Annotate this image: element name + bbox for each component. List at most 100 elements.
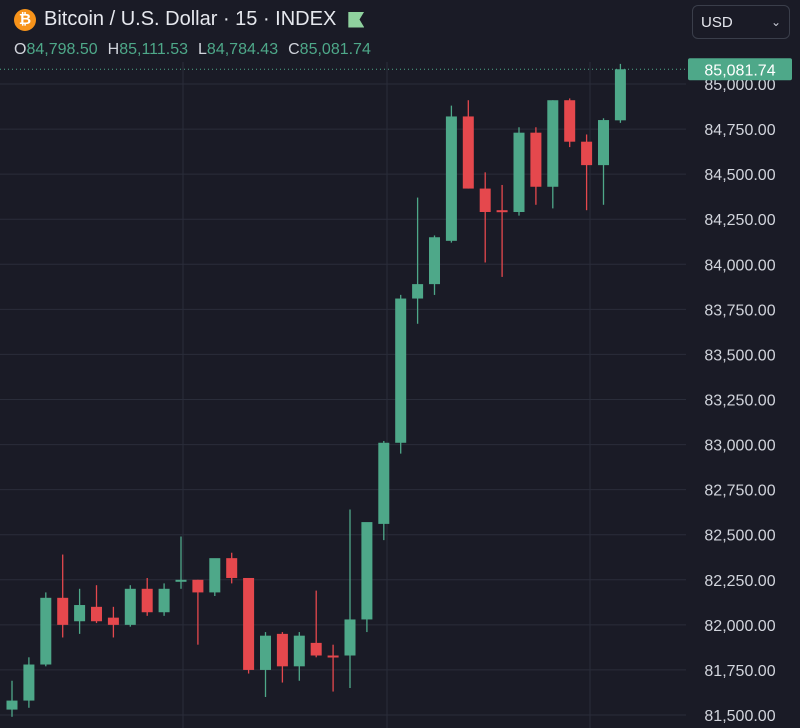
candle bbox=[107, 606, 119, 638]
candle-body bbox=[141, 588, 153, 613]
candle-body bbox=[74, 605, 86, 622]
candle bbox=[57, 554, 69, 638]
candle-body bbox=[547, 100, 559, 187]
y-tick-label: 82,000.00 bbox=[704, 618, 775, 635]
currency-select[interactable]: USD ⌄ bbox=[692, 5, 790, 39]
candle-body bbox=[378, 442, 390, 524]
candle-body bbox=[513, 132, 525, 213]
candle bbox=[429, 235, 440, 295]
flag-icon[interactable] bbox=[348, 11, 365, 28]
candle bbox=[23, 657, 35, 708]
last-price-tag: 85,081.74 bbox=[688, 58, 792, 81]
symbol-header[interactable]: ₿ Bitcoin / U.S. Dollar · 15 · INDEX bbox=[14, 8, 365, 31]
symbol-title: Bitcoin / U.S. Dollar · 15 · INDEX bbox=[44, 8, 337, 30]
candle bbox=[175, 536, 187, 589]
y-tick-label: 82,500.00 bbox=[704, 528, 775, 545]
candle-body bbox=[479, 188, 491, 213]
candle-body bbox=[445, 116, 457, 241]
y-tick-label: 82,750.00 bbox=[704, 483, 775, 500]
candle-body bbox=[23, 664, 35, 701]
candle-body bbox=[327, 655, 339, 658]
low-readout: L84,784.43 bbox=[198, 41, 279, 58]
candle bbox=[243, 577, 255, 674]
candle-body bbox=[260, 635, 271, 670]
candle-body bbox=[175, 579, 187, 582]
candle-body bbox=[276, 633, 288, 667]
candle-body bbox=[6, 700, 18, 710]
candle-body bbox=[40, 597, 52, 665]
candle-body bbox=[310, 642, 322, 656]
last-price-label: 85,081.74 bbox=[704, 62, 775, 79]
y-tick-label: 81,750.00 bbox=[704, 663, 775, 680]
y-tick-label: 85,000.00 bbox=[704, 77, 775, 94]
candle-body bbox=[124, 588, 136, 625]
candle bbox=[74, 588, 86, 634]
high-readout: H85,111.53 bbox=[107, 41, 189, 58]
candle bbox=[124, 585, 136, 627]
candle-body bbox=[293, 635, 305, 667]
candle bbox=[91, 585, 102, 624]
currency-value: USD bbox=[701, 13, 733, 31]
candle bbox=[445, 105, 457, 243]
y-tick-label: 82,250.00 bbox=[704, 573, 775, 590]
candle-body bbox=[564, 100, 576, 142]
candle-body bbox=[91, 606, 102, 622]
candle-body bbox=[462, 116, 474, 189]
candle-body bbox=[344, 619, 356, 656]
candle bbox=[496, 184, 508, 277]
y-tick-label: 83,000.00 bbox=[704, 438, 775, 455]
y-tick-label: 83,750.00 bbox=[704, 302, 775, 319]
high-value: 85,111.53 bbox=[119, 41, 189, 58]
candle bbox=[361, 522, 373, 633]
y-tick-label: 83,500.00 bbox=[704, 347, 775, 364]
candle-body bbox=[496, 210, 508, 213]
candle bbox=[344, 509, 356, 688]
chevron-down-icon: ⌄ bbox=[770, 15, 781, 29]
candle-body bbox=[57, 597, 69, 625]
candle bbox=[530, 127, 542, 205]
candle-body bbox=[361, 522, 373, 620]
bitcoin-icon: ₿ bbox=[14, 8, 36, 31]
y-tick-label: 84,750.00 bbox=[704, 122, 775, 139]
candle bbox=[564, 98, 576, 148]
candle bbox=[310, 590, 322, 658]
y-tick-label: 83,250.00 bbox=[704, 393, 775, 410]
candle bbox=[479, 172, 491, 263]
candle bbox=[378, 440, 390, 541]
candle bbox=[276, 632, 288, 683]
candle bbox=[6, 680, 18, 717]
low-value: 84,784.43 bbox=[206, 41, 279, 58]
price-axis[interactable]: 81,500.00 81,750.00 82,000.00 82,250.00 82,5… bbox=[704, 77, 775, 725]
candle-body bbox=[209, 558, 221, 593]
candle-body bbox=[226, 558, 238, 578]
y-tick-label: 84,500.00 bbox=[704, 167, 775, 184]
candle-body bbox=[614, 69, 626, 121]
candle-body bbox=[192, 579, 204, 593]
candle bbox=[192, 579, 204, 645]
candle-body bbox=[395, 298, 407, 443]
candle-body bbox=[581, 141, 593, 166]
candle bbox=[141, 577, 153, 616]
y-tick-label: 84,250.00 bbox=[704, 212, 775, 229]
close-readout: C85,081.74 bbox=[288, 41, 371, 58]
candle-body bbox=[598, 120, 609, 166]
y-tick-label: 84,000.00 bbox=[704, 257, 775, 274]
candle bbox=[462, 100, 474, 189]
candle-body bbox=[243, 577, 255, 670]
candle bbox=[598, 118, 609, 205]
candle bbox=[40, 592, 52, 667]
candle-body bbox=[530, 132, 542, 187]
candle bbox=[547, 100, 559, 209]
candle bbox=[293, 632, 305, 681]
candle bbox=[513, 127, 525, 216]
candle-body bbox=[107, 617, 119, 625]
y-tick-label: 81,500.00 bbox=[704, 708, 775, 725]
open-readout: O84,798.50 bbox=[14, 41, 98, 58]
ohlc-legend: O84,798.50 H85,111.53 L84,784.43 C85,081… bbox=[14, 41, 371, 59]
candle bbox=[395, 294, 407, 454]
candle-body bbox=[158, 588, 170, 613]
candle bbox=[581, 134, 593, 211]
candle bbox=[614, 63, 626, 123]
candle bbox=[260, 632, 271, 697]
